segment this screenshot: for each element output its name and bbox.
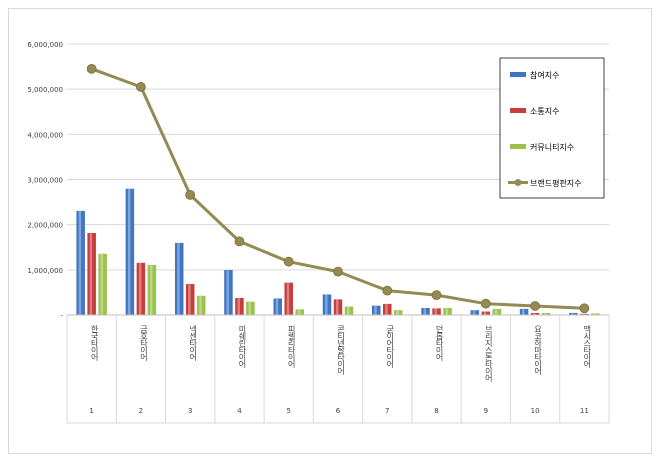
bar-highlight xyxy=(544,313,547,315)
bar-highlight xyxy=(374,305,377,315)
bar-highlight xyxy=(336,299,339,315)
category-label: 브리지스톤타이어 xyxy=(484,325,493,383)
legend-label: 브랜드평판지수 xyxy=(530,178,582,188)
rank-label: 6 xyxy=(336,407,341,415)
bar-highlight xyxy=(396,310,399,315)
legend-box xyxy=(499,57,605,199)
bar-highlight xyxy=(127,188,131,315)
rank-label: 9 xyxy=(484,407,488,415)
bar-highlight xyxy=(248,301,251,315)
bar-highlight xyxy=(297,309,301,315)
line-point xyxy=(382,285,393,296)
bar-highlight xyxy=(494,309,498,315)
bar-highlight xyxy=(571,313,574,315)
bar-highlight xyxy=(593,313,596,315)
bar-highlight xyxy=(385,304,388,315)
y-tick-label: 2,000,000 xyxy=(27,222,63,230)
y-axis-tick-labels: - 1,000,000 2,000,000 3,000,000 4,000,000 5,0… xyxy=(27,41,63,320)
bar-highlight xyxy=(522,309,525,315)
category-label: 미쉐린타이어 xyxy=(238,325,247,369)
line-point xyxy=(431,290,442,301)
bar-highlight xyxy=(188,284,191,315)
bar-highlight xyxy=(237,298,240,315)
bar-highlight xyxy=(445,308,449,315)
line-point xyxy=(283,256,294,267)
bar-highlight xyxy=(423,308,427,315)
rank-label: 4 xyxy=(237,407,242,415)
line-point xyxy=(185,189,196,200)
bar-highlight xyxy=(149,265,153,315)
chart-frame: - 1,000,000 2,000,000 3,000,000 4,000,000 5,0… xyxy=(8,8,652,454)
rank-label: 1 xyxy=(89,407,93,415)
line-point xyxy=(579,303,590,314)
rank-label: 5 xyxy=(286,407,290,415)
legend-label: 소통지수 xyxy=(530,107,559,116)
category-label: 콘티넨탈타이어 xyxy=(336,325,345,376)
category-label: 굳이어타이어 xyxy=(385,325,394,369)
bar-highlight xyxy=(89,233,93,315)
grid-lines xyxy=(67,43,609,316)
y-tick-label: - xyxy=(60,312,63,320)
bar-highlight xyxy=(100,254,104,315)
brand-reputation-chart: - 1,000,000 2,000,000 3,000,000 4,000,000 5,0… xyxy=(27,41,610,424)
category-label: 요코하마타이어 xyxy=(533,325,542,376)
y-tick-label: 5,000,000 xyxy=(27,86,63,94)
rank-label: 10 xyxy=(531,407,540,415)
bar-highlight xyxy=(226,270,229,315)
line-point xyxy=(136,82,146,92)
category-label: 맥시스타이어 xyxy=(583,324,592,369)
rank-label: 3 xyxy=(188,407,192,415)
legend-swatch xyxy=(510,144,526,149)
legend-swatch xyxy=(510,108,526,113)
rank-label: 8 xyxy=(434,407,438,415)
legend-label: 커뮤니티지수 xyxy=(530,142,574,152)
y-tick-label: 1,000,000 xyxy=(27,267,63,275)
rank-label: 11 xyxy=(580,407,589,415)
bar-highlight xyxy=(138,263,142,315)
bar-highlight xyxy=(275,298,279,315)
line-point xyxy=(530,301,540,311)
bar-highlight xyxy=(286,282,290,315)
category-label: 금호타이어 xyxy=(139,325,148,362)
bars xyxy=(76,188,600,316)
bar-highlight xyxy=(533,313,536,315)
bar-highlight xyxy=(347,306,350,315)
legend-marker xyxy=(514,179,522,186)
bar-highlight xyxy=(199,296,202,315)
line-point xyxy=(333,266,343,277)
bar-highlight xyxy=(483,311,487,315)
bar-highlight xyxy=(177,243,180,315)
category-label: 한국타이어 xyxy=(90,325,99,362)
rank-label: 7 xyxy=(385,407,389,415)
brand-index-line xyxy=(86,63,590,314)
y-tick-label: 6,000,000 xyxy=(27,41,63,49)
bar-highlight xyxy=(78,211,82,315)
category-label: 피렐리타이어 xyxy=(287,325,296,369)
x-axis: 한국타이어 1 금호타이어 2 넥센타이어 3 미쉐린타이어 4 피렐리타이어 5 콘티넨탈타이어 6… xyxy=(66,314,610,424)
line-point xyxy=(234,236,245,247)
y-tick-label: 4,000,000 xyxy=(27,131,63,139)
bar-highlight xyxy=(472,310,476,315)
category-label: 던롭타이어 xyxy=(435,324,444,362)
line-point xyxy=(86,63,97,74)
line-point xyxy=(480,298,491,309)
legend-label: 참여지수 xyxy=(530,70,559,80)
category-label: 넥센타이어 xyxy=(188,324,197,362)
legend-swatch xyxy=(510,72,526,77)
bar-highlight xyxy=(325,294,328,315)
bar-highlight xyxy=(434,308,438,315)
rank-label: 2 xyxy=(139,407,143,415)
y-tick-label: 3,000,000 xyxy=(27,177,63,185)
